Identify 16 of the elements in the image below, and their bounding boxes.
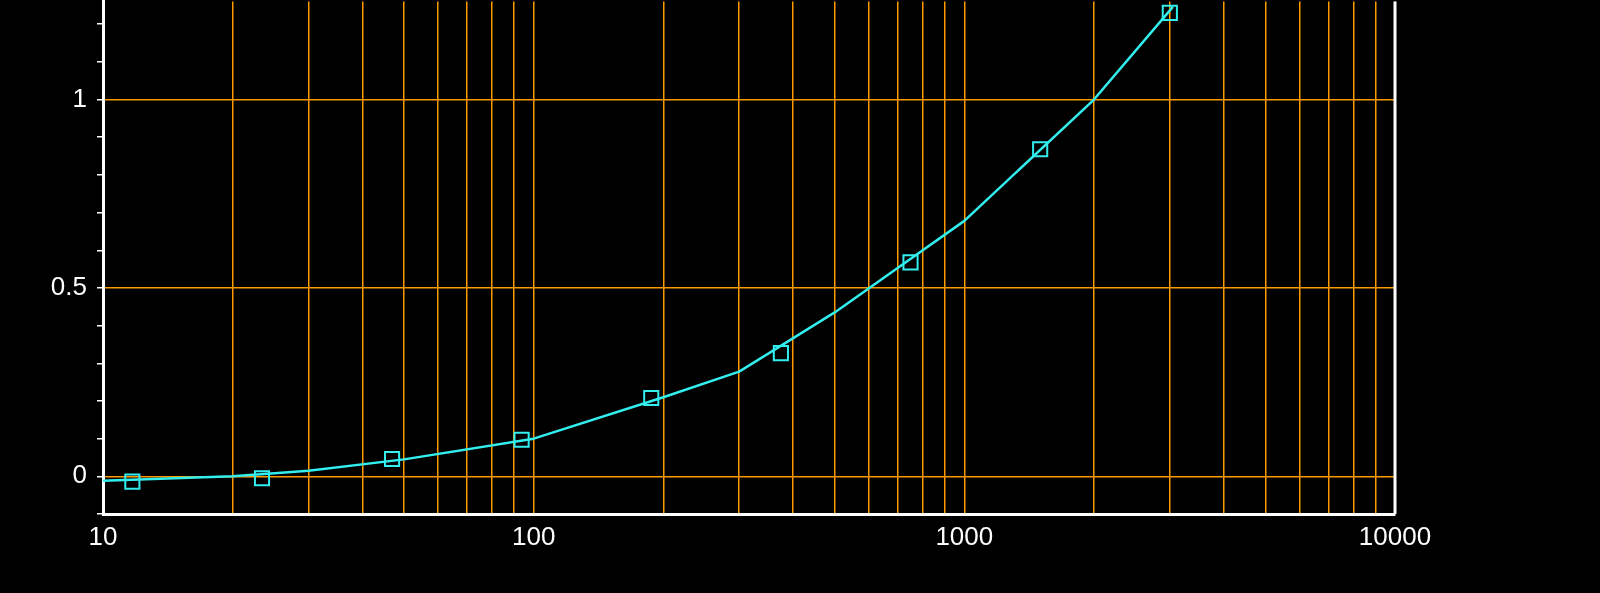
point [1161, 4, 1178, 21]
point [513, 431, 530, 448]
point [253, 470, 271, 487]
y-tick-label: 1 [72, 82, 87, 113]
x-tick-label: 1000 [935, 520, 994, 551]
point [383, 450, 401, 468]
x-tick-label: 10000 [1358, 520, 1432, 551]
point [1032, 141, 1049, 158]
point [772, 345, 789, 362]
point [643, 389, 660, 407]
y-tick-label: 0.5 [50, 271, 87, 302]
x-tick-label: 10 [88, 520, 118, 551]
y-tick-label: 0 [72, 459, 87, 490]
x-tick-label: 100 [511, 520, 556, 551]
point [124, 473, 141, 490]
point [902, 254, 919, 271]
